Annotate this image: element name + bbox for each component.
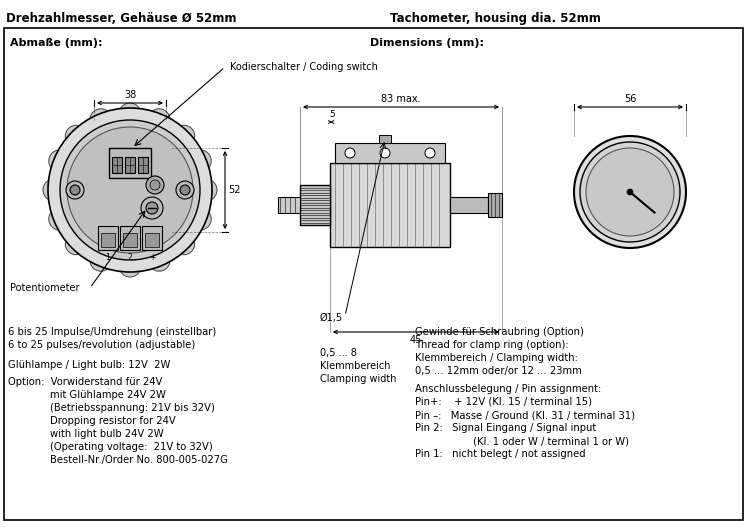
Text: 83 max.: 83 max.	[381, 94, 421, 104]
Text: 5: 5	[329, 110, 335, 119]
Circle shape	[345, 148, 355, 158]
Text: Dropping resistor for 24V: Dropping resistor for 24V	[50, 416, 176, 426]
Circle shape	[90, 249, 112, 271]
Text: (Betriebsspannung: 21V bis 32V): (Betriebsspannung: 21V bis 32V)	[50, 403, 215, 413]
Bar	[112, 157, 122, 173]
Circle shape	[65, 233, 87, 255]
Circle shape	[148, 249, 170, 271]
Text: 6 bis 25 Impulse/Umdrehung (einstellbar): 6 bis 25 Impulse/Umdrehung (einstellbar)	[8, 327, 216, 337]
Text: with light bulb 24V 2W: with light bulb 24V 2W	[50, 429, 164, 439]
Circle shape	[60, 120, 200, 260]
Text: Pin 2:   Signal Eingang / Signal input: Pin 2: Signal Eingang / Signal input	[415, 423, 596, 433]
Bar	[450, 197, 488, 213]
Bar	[278, 197, 300, 213]
Bar	[123, 233, 137, 247]
Bar	[300, 185, 330, 225]
Bar	[138, 157, 148, 173]
Text: Bestell-Nr./Order No. 800-005-027G: Bestell-Nr./Order No. 800-005-027G	[50, 455, 228, 465]
Bar	[109, 148, 151, 178]
Circle shape	[146, 202, 158, 214]
Circle shape	[176, 181, 194, 199]
Text: Pin 1:   nicht belegt / not assigned: Pin 1: nicht belegt / not assigned	[415, 449, 586, 459]
Text: +: +	[149, 253, 155, 262]
Circle shape	[586, 148, 674, 236]
Circle shape	[150, 180, 160, 190]
Text: Dimensions (mm):: Dimensions (mm):	[370, 38, 484, 48]
Circle shape	[43, 179, 65, 201]
Text: Pin+:    + 12V (Kl. 15 / terminal 15): Pin+: + 12V (Kl. 15 / terminal 15)	[415, 397, 592, 407]
Text: Klemmbereich / Clamping width:: Klemmbereich / Clamping width:	[415, 353, 578, 363]
Bar	[142, 226, 162, 250]
Bar	[120, 226, 140, 250]
Circle shape	[48, 108, 212, 272]
Text: Tachometer, housing dia. 52mm: Tachometer, housing dia. 52mm	[390, 12, 601, 25]
Text: 0,5 ... 8: 0,5 ... 8	[320, 348, 357, 358]
Bar	[125, 157, 135, 173]
Text: Drehzahlmesser, Gehäuse Ø 52mm: Drehzahlmesser, Gehäuse Ø 52mm	[6, 12, 237, 25]
Text: 38: 38	[124, 90, 136, 100]
Circle shape	[70, 185, 80, 195]
Text: Thread for clamp ring (option):: Thread for clamp ring (option):	[415, 340, 568, 350]
Bar	[488, 193, 502, 217]
Circle shape	[146, 176, 164, 194]
Circle shape	[49, 208, 71, 230]
Circle shape	[425, 148, 435, 158]
Text: Glühlampe / Light bulb: 12V  2W: Glühlampe / Light bulb: 12V 2W	[8, 360, 170, 370]
Text: 1: 1	[105, 253, 111, 262]
Text: Kodierschalter / Coding switch: Kodierschalter / Coding switch	[230, 62, 378, 72]
Bar	[101, 233, 115, 247]
Circle shape	[627, 189, 633, 195]
Circle shape	[574, 136, 686, 248]
Circle shape	[173, 233, 195, 255]
Circle shape	[141, 197, 163, 219]
Text: 6 to 25 pulses/revolution (adjustable): 6 to 25 pulses/revolution (adjustable)	[8, 340, 195, 350]
Circle shape	[90, 109, 112, 131]
Text: Clamping width: Clamping width	[320, 374, 397, 384]
Circle shape	[119, 255, 141, 277]
Circle shape	[189, 150, 211, 172]
Text: (Kl. 1 oder W / terminal 1 or W): (Kl. 1 oder W / terminal 1 or W)	[445, 436, 629, 446]
Circle shape	[180, 185, 190, 195]
Text: 0,5 ... 12mm oder/or 12 ... 23mm: 0,5 ... 12mm oder/or 12 ... 23mm	[415, 366, 582, 376]
Bar	[330, 163, 450, 247]
Text: Potentiometer: Potentiometer	[10, 283, 79, 293]
Text: Abmaße (mm):: Abmaße (mm):	[10, 38, 102, 48]
Text: (Operating voltage:  21V to 32V): (Operating voltage: 21V to 32V)	[50, 442, 213, 452]
Text: 2: 2	[128, 253, 132, 262]
Bar	[335, 143, 445, 163]
Text: 52: 52	[228, 185, 241, 195]
Text: mit Glühlampe 24V 2W: mit Glühlampe 24V 2W	[50, 390, 166, 400]
Circle shape	[195, 179, 217, 201]
Circle shape	[49, 150, 71, 172]
Text: 45: 45	[410, 335, 422, 345]
Text: Option:  Vorwiderstand für 24V: Option: Vorwiderstand für 24V	[8, 377, 162, 387]
Bar	[379, 135, 391, 143]
Text: Gewinde für Schraubring (Option): Gewinde für Schraubring (Option)	[415, 327, 584, 337]
Text: Ø1,5: Ø1,5	[320, 313, 343, 323]
Bar	[145, 233, 159, 247]
Circle shape	[119, 103, 141, 125]
Text: 56: 56	[624, 94, 636, 104]
Circle shape	[67, 127, 193, 253]
Circle shape	[173, 125, 195, 147]
Circle shape	[580, 142, 680, 242]
Text: Pin –:   Masse / Ground (Kl. 31 / terminal 31): Pin –: Masse / Ground (Kl. 31 / terminal…	[415, 410, 635, 420]
Text: Klemmbereich: Klemmbereich	[320, 361, 391, 371]
Circle shape	[380, 148, 390, 158]
Circle shape	[65, 125, 87, 147]
Circle shape	[189, 208, 211, 230]
Text: Anschlussbelegung / Pin assignment:: Anschlussbelegung / Pin assignment:	[415, 384, 601, 394]
Circle shape	[148, 109, 170, 131]
Circle shape	[66, 181, 84, 199]
Bar	[98, 226, 118, 250]
